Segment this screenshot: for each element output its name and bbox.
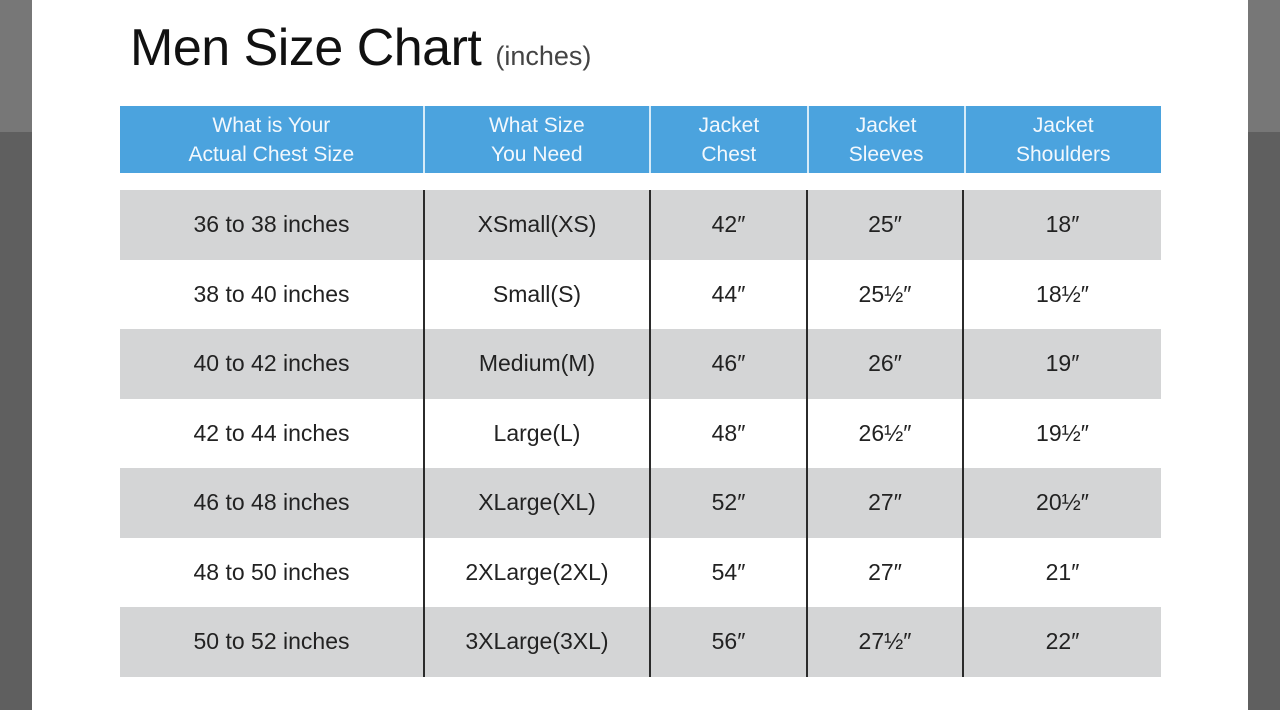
table-cell: 38 to 40 inches xyxy=(120,259,425,329)
table-row: 38 to 40 inches Small(S) 44″ 25½″ 18½″ xyxy=(120,259,1161,329)
table-cell: Large(L) xyxy=(425,398,651,468)
table-cell: 25½″ xyxy=(808,259,964,329)
table-cell: Small(S) xyxy=(425,259,651,329)
table-cell: 2XLarge(2XL) xyxy=(425,537,651,607)
table-cell: 21″ xyxy=(1045,558,1080,585)
table-cell: 52″ xyxy=(651,468,808,538)
table-row: 40 to 42 inches Medium(M) 46″ 26″ 19″ xyxy=(120,329,1161,399)
table-header: What is Your Actual Chest Size What Size … xyxy=(120,106,1161,173)
table-cell: 27″ xyxy=(808,468,964,538)
unit-label: (inches) xyxy=(495,41,592,71)
table-cell: 50 to 52 inches xyxy=(120,607,425,677)
table-cell: 46″ xyxy=(651,329,808,399)
table-cell: 42″ xyxy=(651,190,808,260)
column-header: Jacket Shoulders xyxy=(1015,113,1111,166)
image-viewer-panel: Men Size Chart (inches) What is Your Act… xyxy=(32,0,1248,710)
table-cell: 48″ xyxy=(651,398,808,468)
table-cell: 36 to 38 inches xyxy=(120,190,425,260)
table-cell: 27″ xyxy=(808,537,964,607)
table-cell: 18½″ xyxy=(1036,280,1089,307)
table-cell: 42 to 44 inches xyxy=(120,398,425,468)
table-cell: 18″ xyxy=(1045,211,1080,238)
table-cell: 22″ xyxy=(1045,628,1080,655)
column-header: Jacket Sleeves xyxy=(809,106,966,173)
table-cell: 54″ xyxy=(651,537,808,607)
table-cell: Medium(M) xyxy=(425,329,651,399)
table-cell: 46 to 48 inches xyxy=(120,468,425,538)
table-cell: 19″ xyxy=(1045,350,1080,377)
chart-title: Men Size Chart (inches) xyxy=(130,18,591,78)
size-table: What is Your Actual Chest Size What Size … xyxy=(120,106,1161,677)
table-row: 46 to 48 inches XLarge(XL) 52″ 27″ 20½″ xyxy=(120,468,1161,538)
table-row: 42 to 44 inches Large(L) 48″ 26½″ 19½″ xyxy=(120,398,1161,468)
table-cell: 48 to 50 inches xyxy=(120,537,425,607)
column-header: What Size You Need xyxy=(425,106,651,173)
table-cell: 56″ xyxy=(651,607,808,677)
table-cell: 44″ xyxy=(651,259,808,329)
title-text: Men Size Chart xyxy=(130,19,482,77)
table-cell: 26″ xyxy=(808,329,964,399)
table-row: 48 to 50 inches 2XLarge(2XL) 54″ 27″ 21″ xyxy=(120,537,1161,607)
table-cell: 20½″ xyxy=(1036,489,1089,516)
table-row: 36 to 38 inches XSmall(XS) 42″ 25″ 18″ xyxy=(120,190,1161,260)
table-cell: 19½″ xyxy=(1036,419,1089,446)
table-row: 50 to 52 inches 3XLarge(3XL) 56″ 27½″ 22″ xyxy=(120,607,1161,677)
table-cell: 40 to 42 inches xyxy=(120,329,425,399)
table-body: 36 to 38 inches XSmall(XS) 42″ 25″ 18″ 38 to … xyxy=(120,190,1161,677)
table-cell: 25″ xyxy=(808,190,964,260)
table-cell: XSmall(XS) xyxy=(425,190,651,260)
table-cell: 26½″ xyxy=(808,398,964,468)
table-cell: XLarge(XL) xyxy=(425,468,651,538)
table-cell: 3XLarge(3XL) xyxy=(425,607,651,677)
column-header: What is Your Actual Chest Size xyxy=(120,106,425,173)
column-header: Jacket Chest xyxy=(651,106,809,173)
table-cell: 27½″ xyxy=(808,607,964,677)
